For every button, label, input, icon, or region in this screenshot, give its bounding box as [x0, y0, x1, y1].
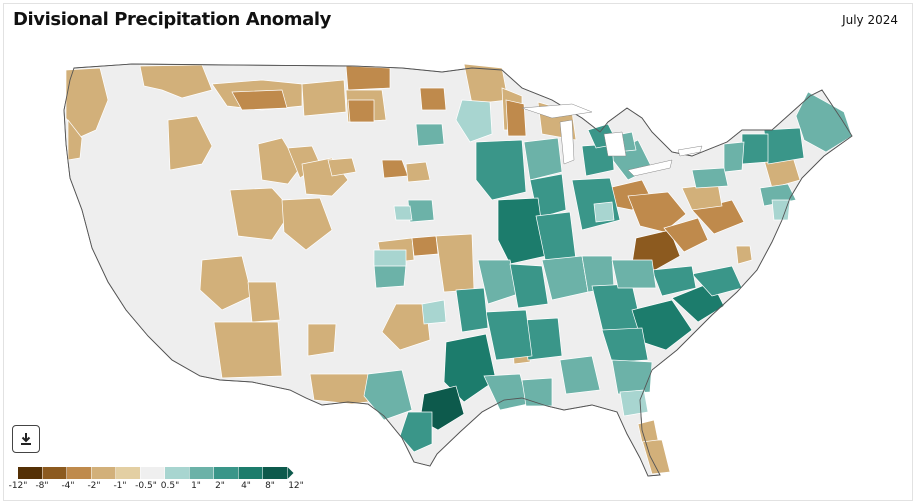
legend-swatch	[140, 467, 165, 479]
period-label: July 2024	[842, 13, 898, 27]
legend-swatch	[214, 467, 238, 479]
legend-label: 8"	[265, 481, 275, 491]
legend-swatch	[165, 467, 189, 479]
page-title: Divisional Precipitation Anomaly	[13, 9, 331, 30]
legend-swatches	[18, 467, 294, 479]
legend-swatch	[189, 467, 214, 479]
legend-swatch	[91, 467, 116, 479]
legend-swatch	[238, 467, 263, 479]
legend-arrow	[287, 467, 294, 479]
legend-label: -1"	[113, 481, 127, 491]
legend-label: 2"	[215, 481, 225, 491]
legend-swatch	[42, 467, 67, 479]
legend-label: 0.5"	[160, 481, 180, 491]
legend-label: -4"	[61, 481, 75, 491]
precipitation-legend	[18, 467, 294, 479]
legend-label: -0.5"	[135, 481, 157, 491]
legend-swatch	[18, 467, 42, 479]
legend-swatch	[263, 467, 287, 479]
legend-label: 4"	[241, 481, 251, 491]
wet-divisions	[363, 91, 853, 453]
download-icon	[21, 433, 31, 445]
legend-swatch	[67, 467, 91, 479]
us-border	[63, 63, 853, 477]
download-button[interactable]	[12, 425, 40, 453]
legend-label: -2"	[87, 481, 101, 491]
legend-swatch	[116, 467, 140, 479]
legend-label: -12"	[8, 481, 28, 491]
legend-label: 1"	[191, 481, 201, 491]
us-division-map	[63, 63, 853, 477]
legend-label: -8"	[35, 481, 49, 491]
legend-label: 12"	[288, 481, 304, 491]
great-lakes	[521, 103, 703, 177]
legend-labels: -12" -8" -4" -2" -1" -0.5" 0.5" 1" 2" 4"…	[8, 481, 312, 495]
